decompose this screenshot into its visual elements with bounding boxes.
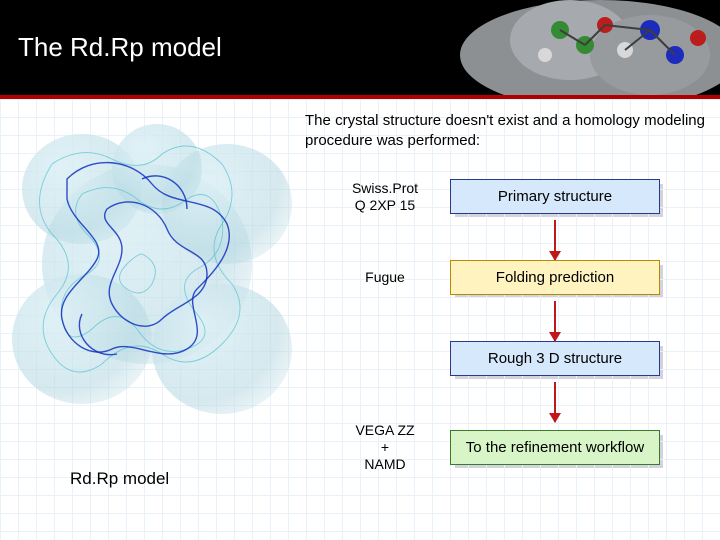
intro-text: The crystal structure doesn't exist and … [305,111,705,152]
flow-box-rough3d: Rough 3 D structure [450,341,660,376]
molecule-decoration [400,0,720,95]
flow-label-2: Fugue [320,269,450,286]
flowchart: Swiss.Prot Q 2XP 15 Primary structure Fu… [320,179,710,478]
protein-visual [12,124,292,424]
flow-box-refinement: To the refinement workflow [450,430,660,465]
flow-label-4: VEGA ZZ + NAMD [320,422,450,472]
slide-header: The Rd.Rp model [0,0,720,95]
flow-row-1: Swiss.Prot Q 2XP 15 Primary structure [320,179,710,214]
flow-box-primary: Primary structure [450,179,660,214]
flow-label-1: Swiss.Prot Q 2XP 15 [320,180,450,214]
flow-box-folding: Folding prediction [450,260,660,295]
flow-row-2: Fugue Folding prediction [320,260,710,295]
slide-title: The Rd.Rp model [18,32,222,63]
arrow-2 [320,301,660,341]
arrow-1 [320,220,660,260]
arrow-3 [320,382,660,422]
content-area: The crystal structure doesn't exist and … [0,99,720,540]
flow-row-3: Rough 3 D structure [320,341,710,376]
protein-caption: Rd.Rp model [70,469,169,489]
flow-row-4: VEGA ZZ + NAMD To the refinement workflo… [320,422,710,472]
